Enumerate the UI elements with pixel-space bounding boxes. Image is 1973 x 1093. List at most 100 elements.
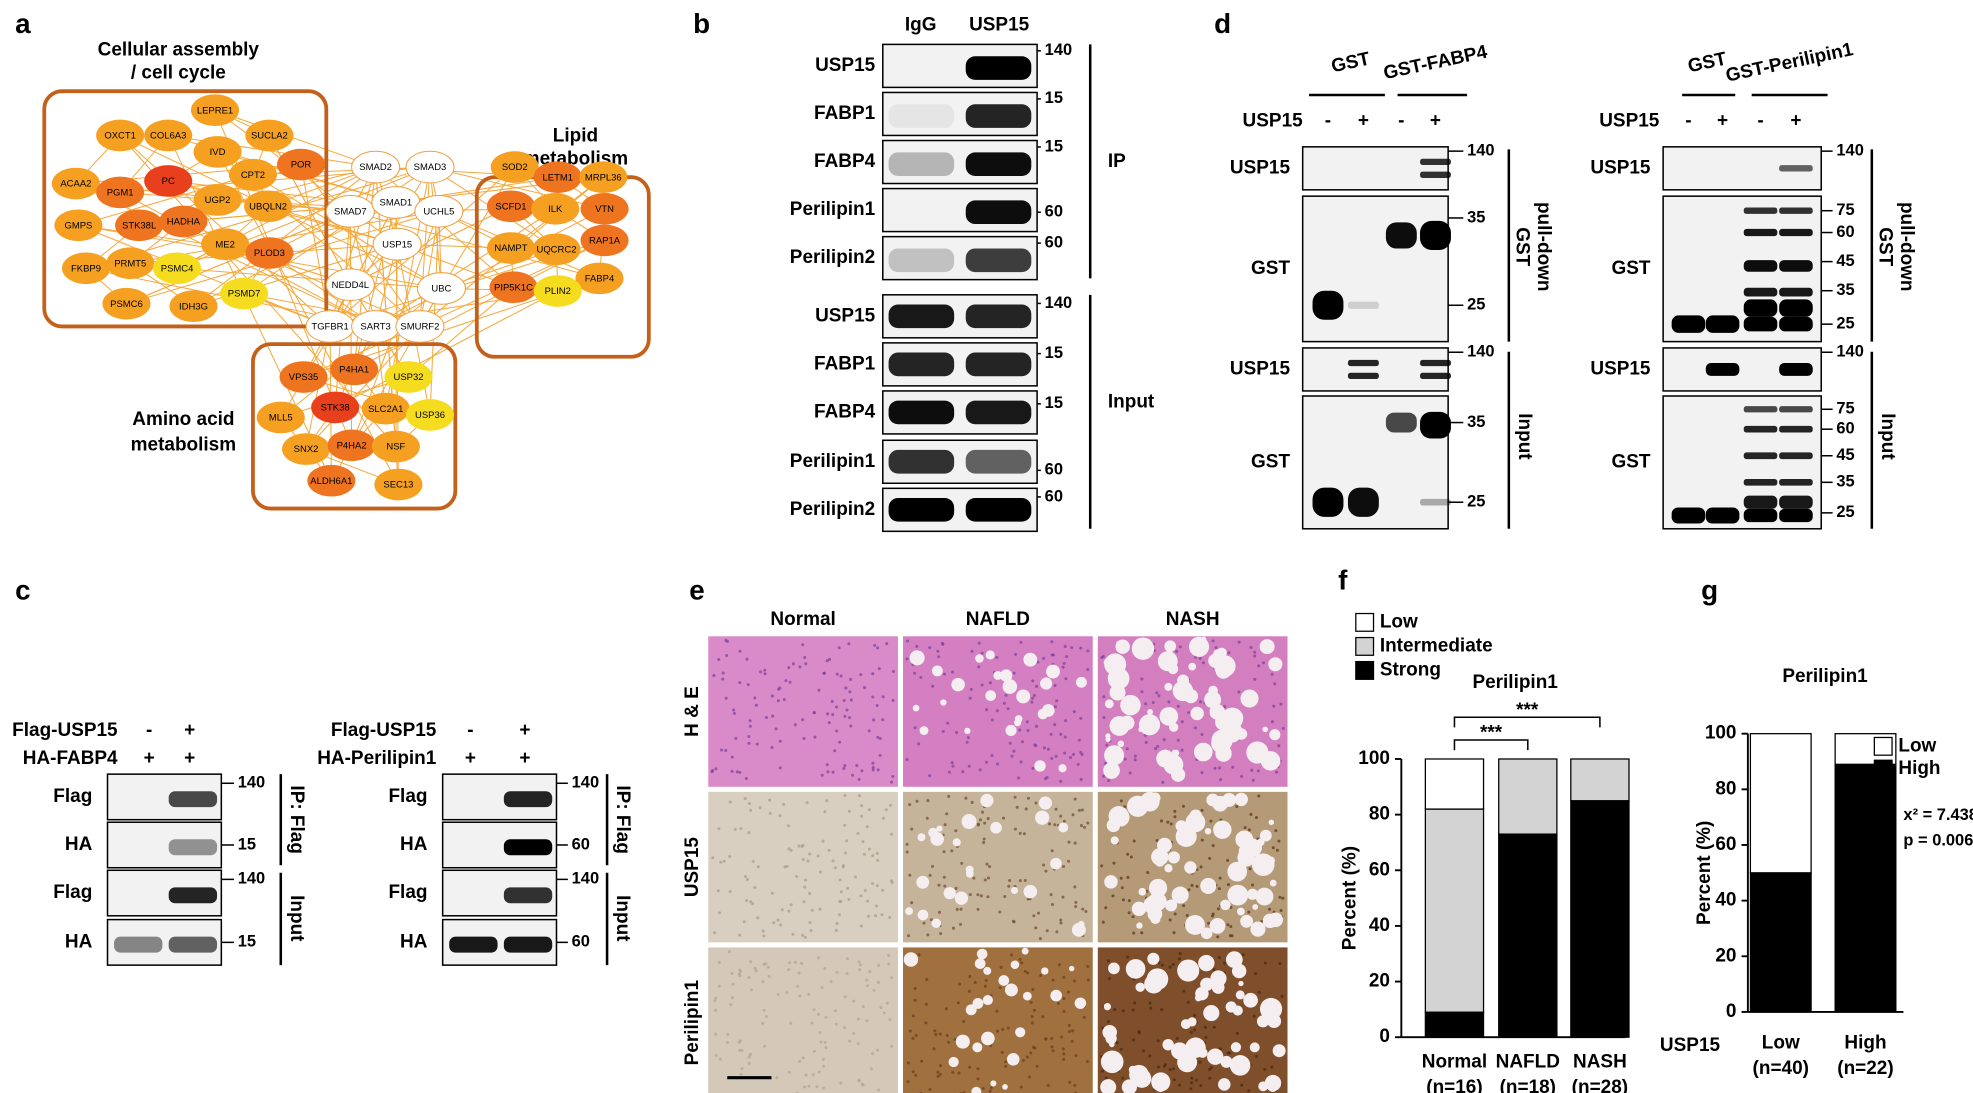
lipid-droplet	[1157, 651, 1178, 672]
cell	[865, 984, 869, 988]
cell	[1211, 639, 1215, 643]
cell	[1278, 962, 1282, 966]
cell	[950, 761, 954, 765]
cell	[743, 797, 747, 801]
cell	[718, 1057, 723, 1061]
cell	[913, 726, 917, 730]
node-label: PIP5K1C	[494, 282, 533, 293]
cell	[990, 754, 994, 758]
band	[1705, 507, 1740, 524]
lipid-droplet	[1141, 643, 1150, 652]
cell	[1251, 778, 1255, 782]
cell	[861, 1005, 865, 1009]
cell	[1126, 875, 1130, 879]
cell	[1107, 977, 1111, 981]
cell	[745, 657, 749, 661]
cell	[849, 698, 853, 702]
marker-label: 35	[1467, 413, 1485, 431]
lipid-droplet	[1129, 1064, 1149, 1085]
cell	[1056, 1001, 1060, 1005]
lipid-droplet	[1208, 685, 1218, 696]
cell	[812, 1008, 816, 1012]
cell	[1045, 929, 1049, 933]
cell	[831, 859, 835, 863]
lipid-droplet	[971, 1086, 982, 1093]
network-node	[490, 151, 539, 183]
cell	[1018, 957, 1022, 961]
network-node	[115, 209, 164, 242]
cell	[1277, 839, 1281, 843]
network-node	[311, 391, 360, 424]
cell	[712, 674, 716, 678]
lipid-droplet	[1010, 960, 1020, 970]
cell	[1254, 972, 1258, 976]
cell	[1030, 1021, 1034, 1025]
cell	[806, 859, 810, 863]
network-node	[256, 401, 305, 434]
cell	[943, 672, 947, 676]
cell	[728, 800, 732, 804]
cell	[1048, 822, 1052, 826]
lipid-droplet	[917, 909, 929, 921]
cell	[748, 724, 752, 728]
cell	[847, 898, 851, 902]
cell	[1209, 819, 1213, 823]
cell	[1272, 704, 1276, 708]
row-label: FABP1	[814, 353, 876, 374]
cell	[834, 1009, 838, 1013]
cell	[1178, 645, 1182, 649]
legend-label: Low	[1380, 611, 1418, 632]
cell	[1018, 879, 1022, 883]
cell	[1201, 661, 1205, 665]
cell	[1185, 913, 1189, 918]
marker-label: 75	[1836, 201, 1854, 219]
lipid-droplet	[1148, 878, 1168, 898]
cell	[879, 1006, 883, 1010]
cell	[1074, 904, 1078, 909]
cell	[813, 735, 817, 739]
cell	[871, 768, 875, 772]
network-node	[325, 195, 375, 228]
cell	[959, 922, 963, 926]
cell	[996, 1029, 1000, 1033]
lipid-droplet	[1200, 927, 1213, 940]
lipid-droplet	[1006, 1052, 1020, 1066]
cell	[1079, 646, 1083, 650]
cell	[1160, 963, 1164, 967]
network-edge	[408, 286, 514, 378]
x-tick-sublabel: (n=16)	[1426, 1077, 1482, 1093]
cell	[1181, 804, 1185, 808]
lipid-droplet	[936, 825, 943, 832]
lipid-droplet	[965, 870, 974, 878]
cell	[1102, 695, 1106, 699]
lipid-droplet	[1269, 729, 1281, 741]
cell	[747, 735, 751, 739]
cell	[852, 1031, 856, 1036]
cell	[915, 644, 919, 648]
cell	[770, 694, 774, 698]
cell	[835, 705, 839, 709]
cell	[1126, 955, 1130, 959]
cell	[1051, 653, 1055, 657]
cell	[825, 763, 829, 767]
lipid-droplet	[1175, 1050, 1184, 1060]
cell	[1066, 990, 1070, 994]
marker-label: 35	[1467, 208, 1485, 226]
band	[449, 936, 498, 953]
cell	[1203, 1025, 1207, 1029]
cell	[967, 764, 971, 768]
treatment-label: Flag-USP15	[331, 720, 437, 741]
cell	[1217, 956, 1221, 960]
cell	[983, 878, 987, 882]
cell	[1004, 693, 1008, 697]
cell	[1042, 863, 1046, 867]
x-tick-sublabel: (n=28)	[1572, 1077, 1628, 1093]
cell	[968, 1065, 972, 1069]
y-tick-label: 100	[1358, 748, 1390, 769]
row-label: Perilipin2	[790, 247, 875, 268]
cell	[800, 844, 804, 848]
cell	[1010, 754, 1014, 758]
network-node	[244, 190, 293, 223]
cell	[1074, 900, 1078, 904]
cell	[1198, 1060, 1202, 1064]
